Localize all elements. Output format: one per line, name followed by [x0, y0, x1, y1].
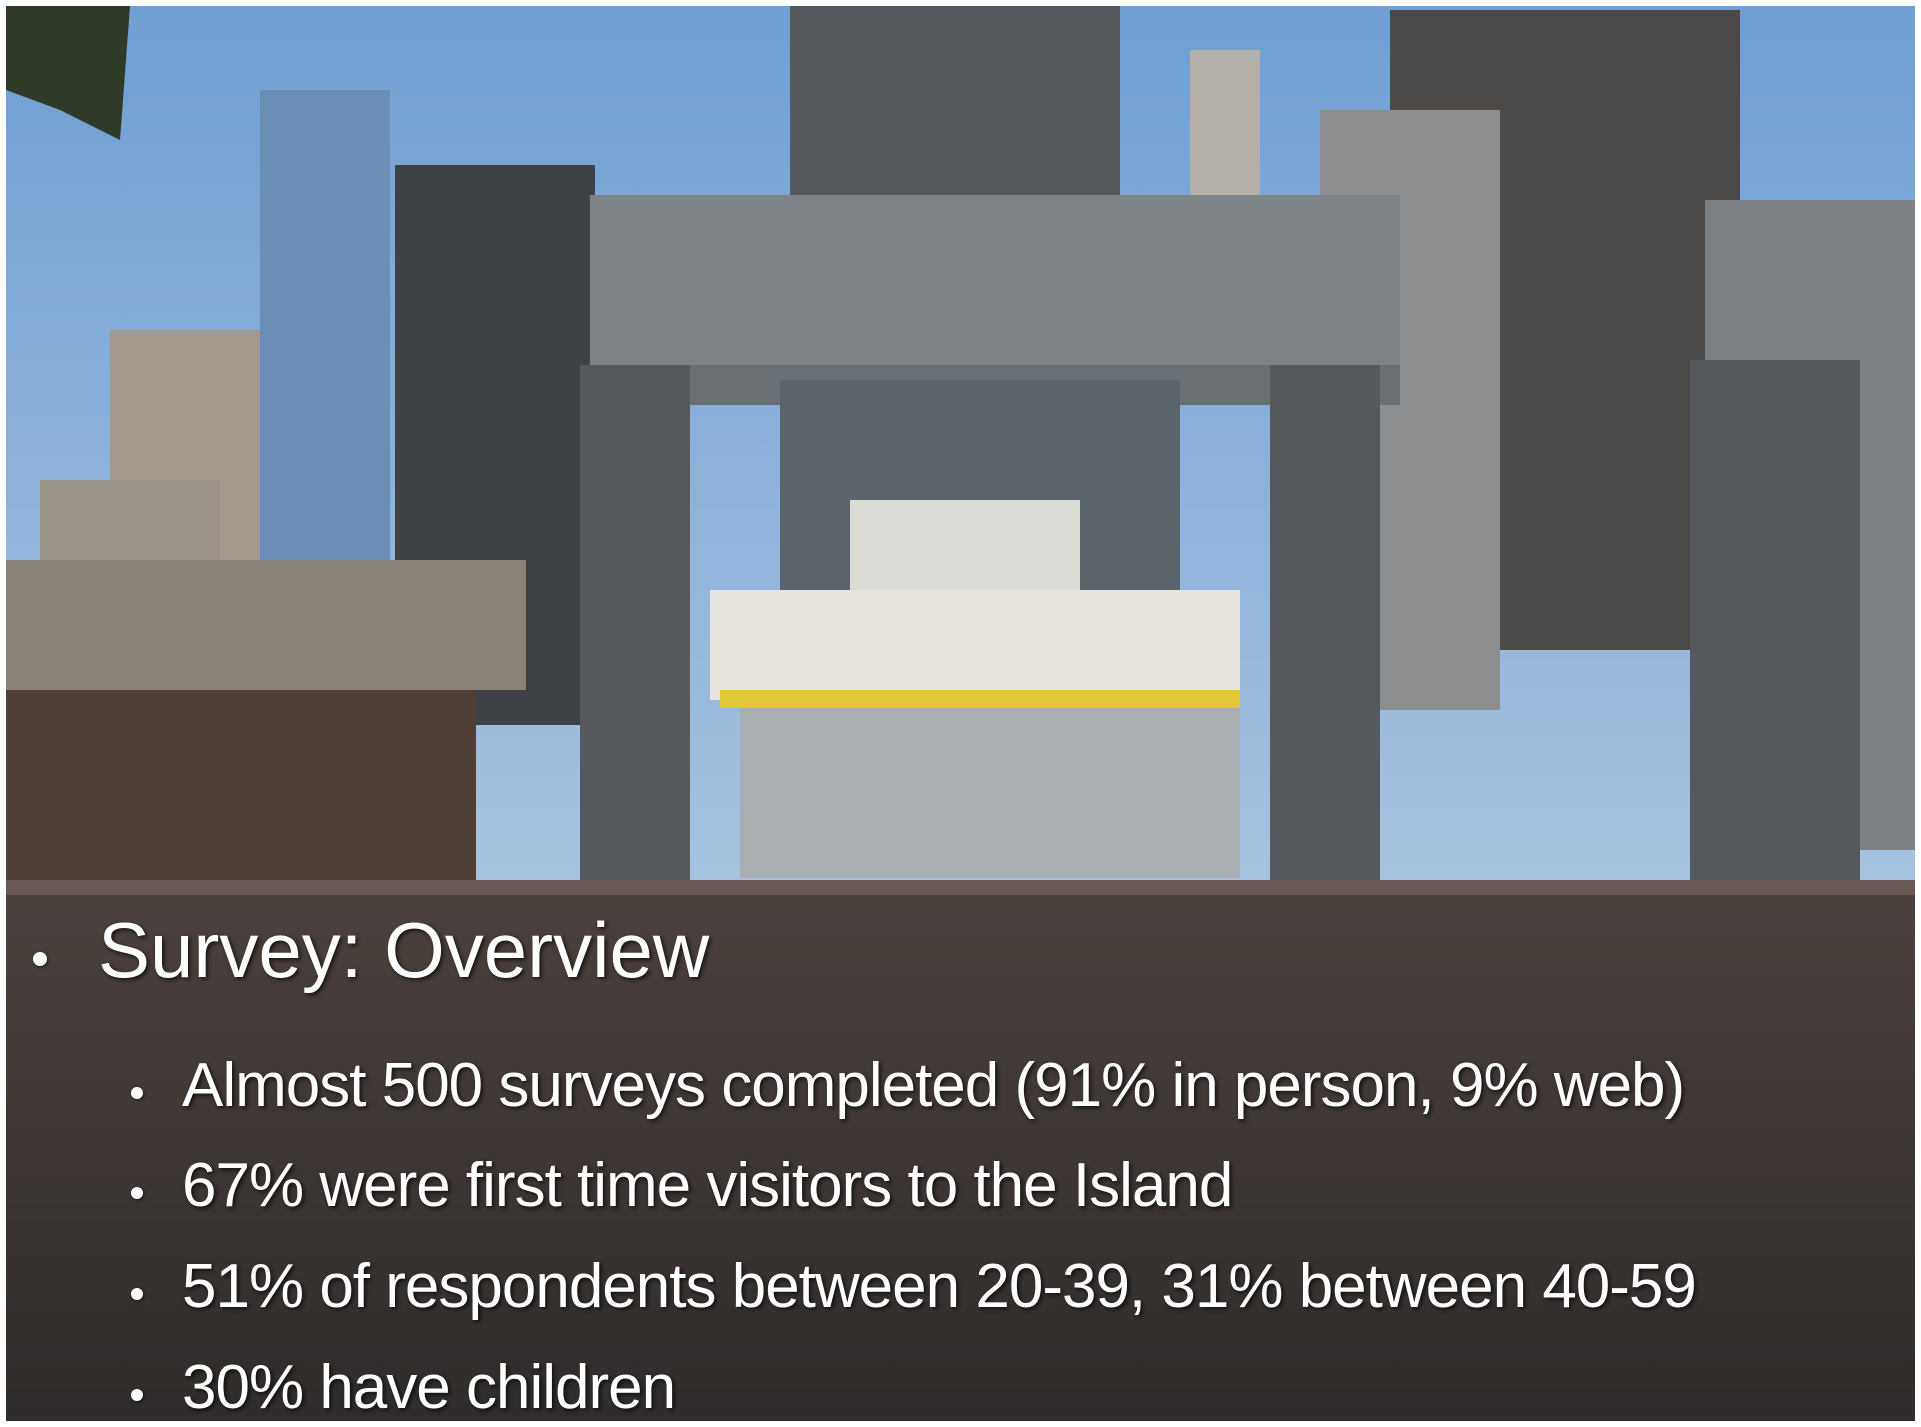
bullet-text: 30% have children: [182, 1352, 675, 1423]
slide: Survey: Overview Almost 500 surveys comp…: [0, 0, 1921, 1427]
bullet-icon: [131, 1087, 143, 1099]
bullet-text: 51% of respondents between 20-39, 31% be…: [182, 1251, 1696, 1322]
bullet-text: 67% were first time visitors to the Isla…: [182, 1150, 1232, 1221]
bullet-icon: [131, 1187, 143, 1199]
slide-title: Survey: Overview: [98, 905, 709, 996]
bullet-text: Almost 500 surveys completed (91% in per…: [182, 1050, 1684, 1121]
bullet-icon: [131, 1389, 143, 1401]
bullet-icon: [131, 1288, 143, 1300]
bullet-icon: [33, 952, 47, 966]
